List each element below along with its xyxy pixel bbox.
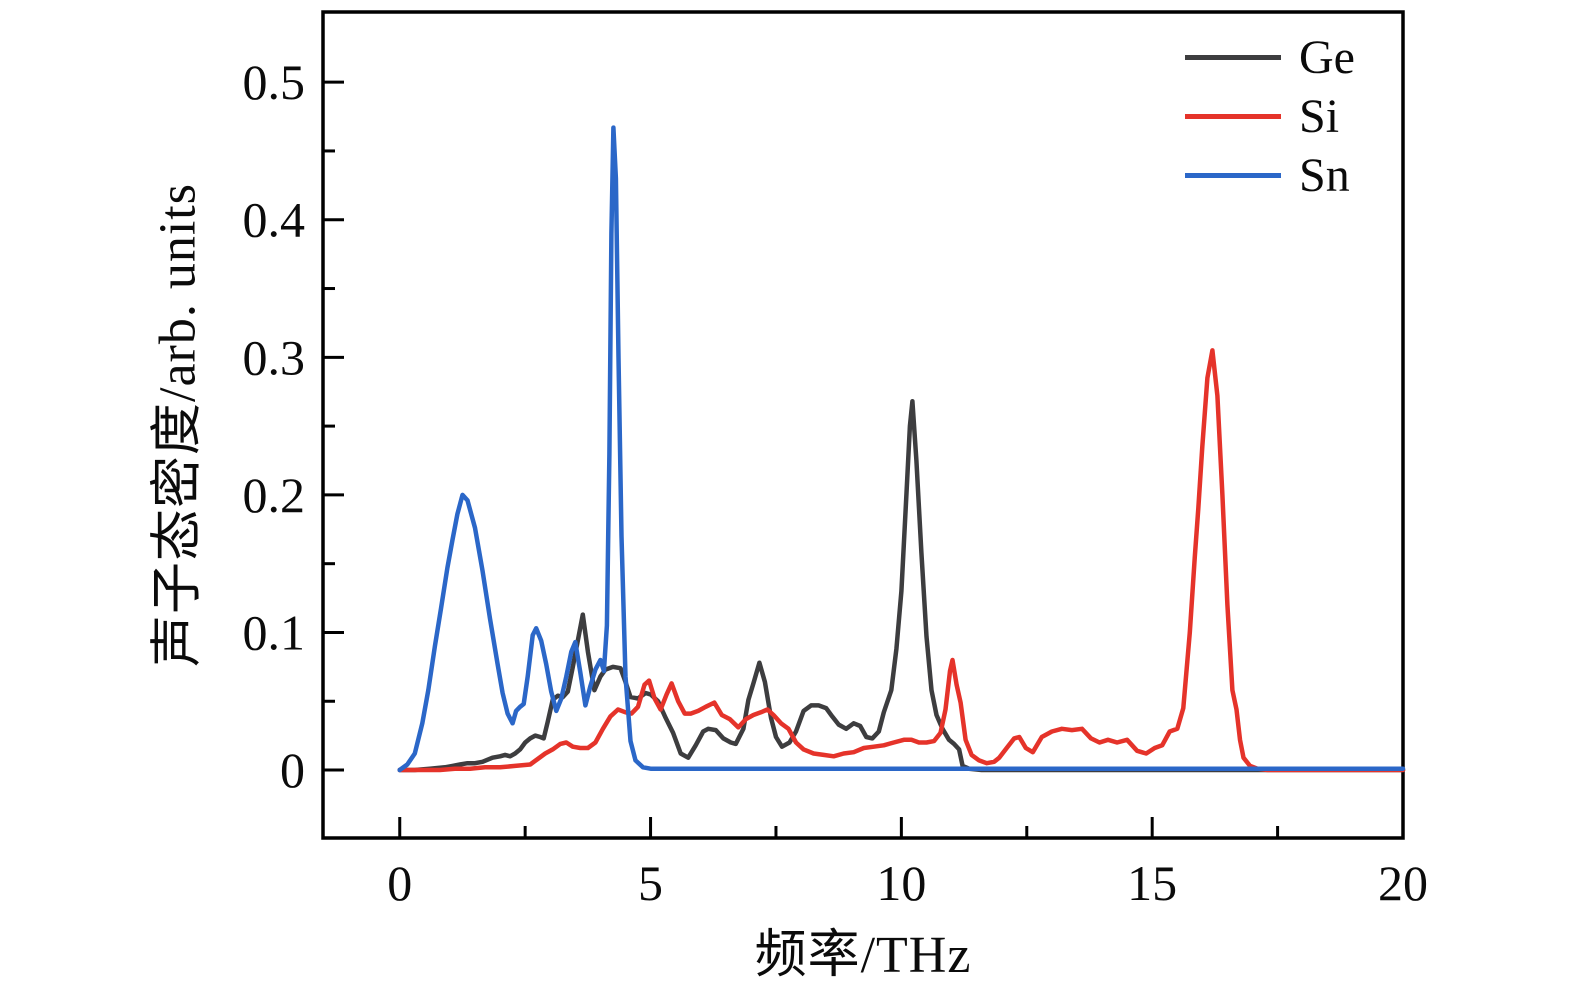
si-curve: [397, 348, 1406, 773]
x-tick-label: 15: [1127, 855, 1177, 911]
sn-curve: [397, 125, 1406, 773]
y-tick-label: 0.4: [243, 192, 306, 248]
legend-line-sn: [1185, 173, 1281, 178]
legend-item-si: Si: [1185, 87, 1355, 146]
x-tick-label: 10: [876, 855, 926, 911]
ge-curve: [397, 399, 1406, 773]
legend-label-ge: Ge: [1299, 30, 1355, 84]
x-tick-label: 20: [1378, 855, 1428, 911]
y-axis-label: 声子态密度/arb. units: [149, 183, 207, 667]
plot-frame: [321, 10, 1405, 840]
x-tick-label: 0: [387, 855, 412, 911]
legend-label-si: Si: [1299, 89, 1340, 143]
y-tick-label: 0.1: [243, 604, 306, 660]
y-tick-label: 0.3: [243, 329, 306, 385]
y-tick-label: 0.5: [243, 54, 306, 110]
legend-line-si: [1185, 114, 1281, 119]
y-tick-label: 0: [280, 742, 305, 798]
legend-label-sn: Sn: [1299, 148, 1350, 202]
legend-item-ge: Ge: [1185, 28, 1355, 87]
legend: Ge Si Sn: [1185, 28, 1355, 205]
x-tick-label: 5: [638, 855, 663, 911]
y-tick-label: 0.2: [243, 467, 306, 523]
legend-item-sn: Sn: [1185, 146, 1355, 205]
x-axis-label: 频率/THz: [754, 927, 972, 984]
legend-line-ge: [1185, 55, 1281, 60]
